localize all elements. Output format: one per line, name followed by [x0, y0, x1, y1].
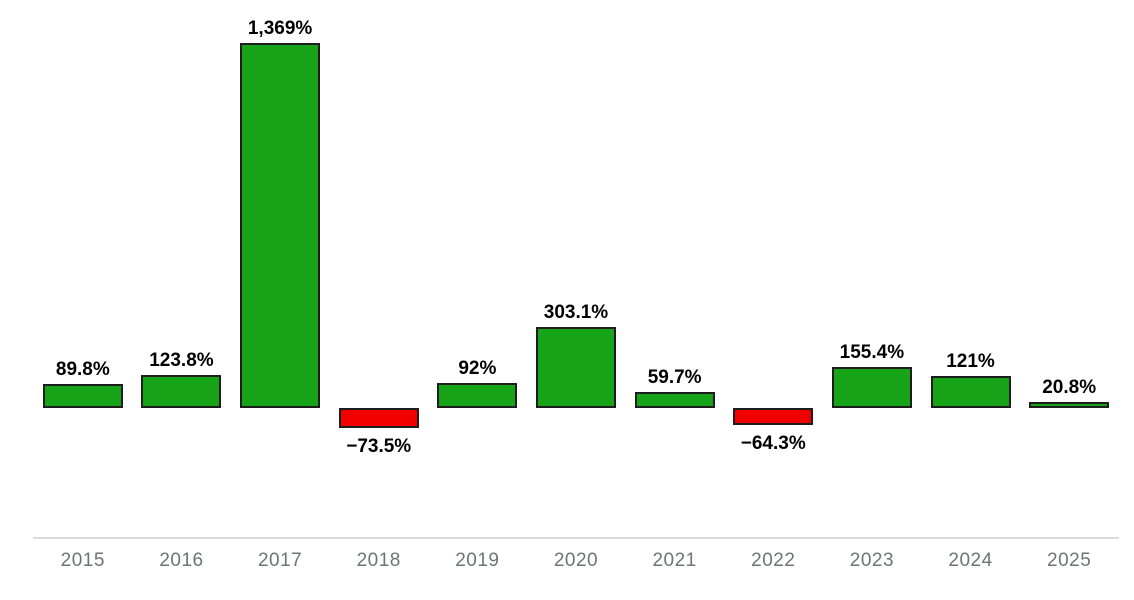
- x-tick-2020: 2020: [553, 550, 599, 571]
- x-tick-2015: 2015: [60, 550, 105, 571]
- bar-value-label-2015: 89.8%: [55, 359, 110, 380]
- bar-2024: [930, 376, 1011, 408]
- bar-value-label-2018: −73.5%: [346, 436, 412, 457]
- bar-2025: [1029, 402, 1110, 408]
- bar-2019: [437, 383, 518, 408]
- bar-value-label-2021: 59.7%: [647, 367, 702, 388]
- x-tick-2022: 2022: [751, 550, 796, 571]
- bar-2023: [831, 367, 912, 408]
- bar-2022: [733, 408, 814, 425]
- x-tick-2017: 2017: [257, 550, 303, 571]
- x-tick-2021: 2021: [652, 550, 697, 571]
- x-tick-2024: 2024: [948, 550, 993, 571]
- x-tick-2018: 2018: [356, 550, 401, 571]
- x-axis-line: [33, 537, 1119, 539]
- bar-value-label-2019: 92%: [458, 358, 497, 379]
- bar-value-label-2020: 303.1%: [543, 302, 609, 323]
- bar-2015: [42, 384, 123, 408]
- bar-value-label-2017: 1,369%: [247, 18, 313, 39]
- bar-2018: [338, 408, 419, 428]
- x-tick-2019: 2019: [455, 550, 500, 571]
- x-tick-2025: 2025: [1047, 550, 1092, 571]
- bar-value-label-2023: 155.4%: [839, 342, 905, 363]
- x-tick-2023: 2023: [849, 550, 895, 571]
- bar-value-label-2024: 121%: [946, 351, 995, 372]
- x-tick-2016: 2016: [159, 550, 204, 571]
- bar-2021: [634, 392, 715, 408]
- bar-2020: [536, 327, 616, 408]
- bar-2016: [141, 375, 222, 408]
- bar-value-label-2025: 20.8%: [1042, 377, 1097, 398]
- bar-value-label-2016: 123.8%: [149, 350, 214, 371]
- bar-2017: [240, 43, 321, 408]
- bar-value-label-2022: −64.3%: [740, 433, 806, 454]
